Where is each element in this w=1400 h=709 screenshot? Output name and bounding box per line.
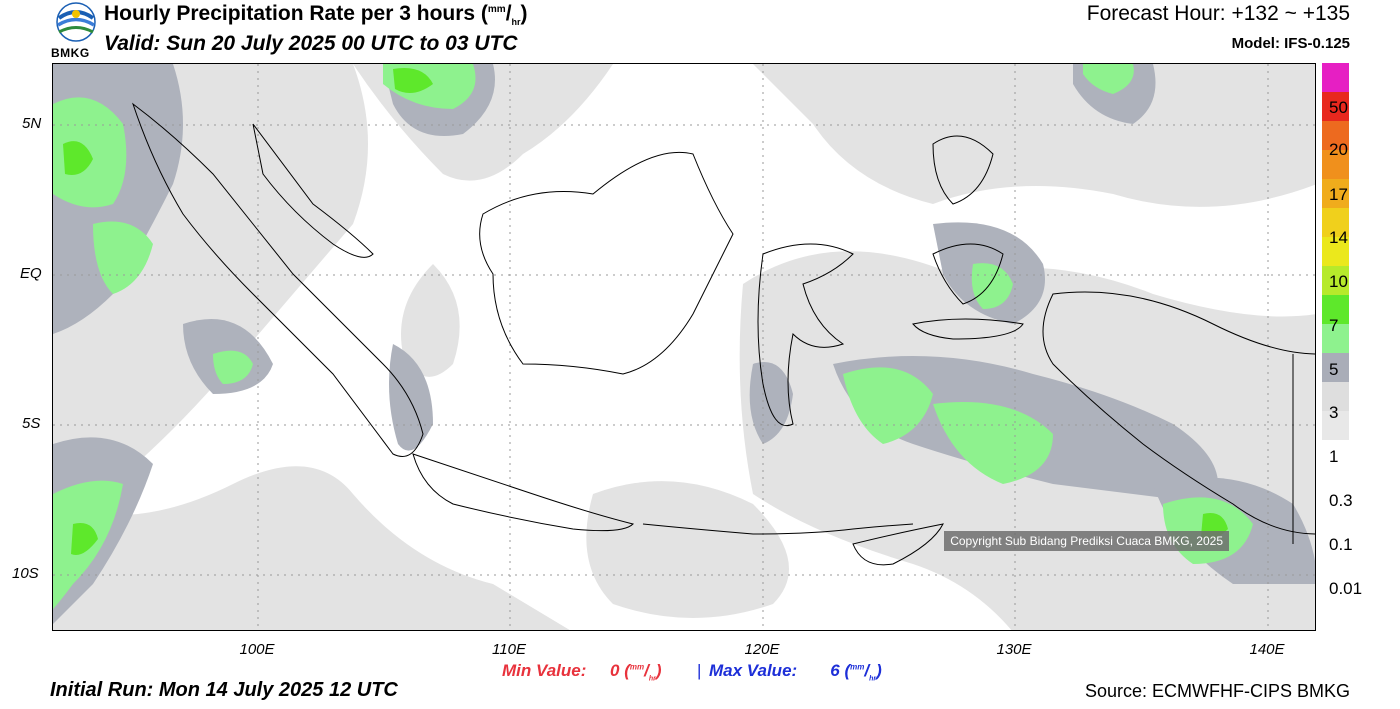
lat-label-5s: 5S <box>22 415 41 432</box>
data-source: Source: ECMWFHF-CIPS BMKG <box>1084 681 1350 701</box>
legend-swatch-0-3 <box>1322 353 1349 382</box>
lon-label-140e: 140E <box>1249 641 1285 658</box>
legend-label-10: 10 <box>1329 272 1348 291</box>
legend-label-0-01: 0.01 <box>1329 579 1363 598</box>
forecast-hour: Forecast Hour: +132 ~ +135 <box>1086 2 1350 25</box>
legend-swatch-5 <box>1322 266 1349 295</box>
stats-separator: | <box>697 661 702 680</box>
legend-label-14: 14 <box>1329 228 1348 247</box>
legend-swatch-3 <box>1322 295 1349 324</box>
lon-label-110e: 110E <box>492 641 526 658</box>
lon-label-130e: 130E <box>996 641 1032 658</box>
legend-swatch-50plus <box>1322 63 1349 92</box>
valid-time: Valid: Sun 20 July 2025 00 UTC to 03 UTC <box>104 32 518 55</box>
initial-run: Initial Run: Mon 14 July 2025 12 UTC <box>50 679 398 701</box>
chart-title: Hourly Precipitation Rate per 3 hours (m… <box>104 2 528 28</box>
lat-label-5n: 5N <box>22 115 42 132</box>
copyright-notice: Copyright Sub Bidang Prediksi Cuaca BMKG… <box>944 531 1229 551</box>
legend-label-0-1: 0.1 <box>1329 535 1353 554</box>
max-value: Max Value: 6 (mm/hr) <box>709 661 882 683</box>
legend-label-20: 20 <box>1329 140 1348 159</box>
legend-swatch-1 <box>1322 324 1349 353</box>
lat-label-10s: 10S <box>12 565 39 582</box>
legend-swatch-20 <box>1322 121 1349 150</box>
legend-label-7: 7 <box>1329 316 1339 335</box>
legend-swatch-0-01 <box>1322 411 1349 440</box>
legend-label-50: 50 <box>1329 98 1348 117</box>
bmkg-logo-text: BMKG <box>51 46 90 60</box>
legend-swatch-7 <box>1322 237 1349 266</box>
lat-label-eq: EQ <box>20 265 42 282</box>
legend-label-17: 17 <box>1329 185 1348 204</box>
legend-swatch-50 <box>1322 92 1349 121</box>
bmkg-logo: BMKG <box>50 2 102 60</box>
legend-label-5: 5 <box>1329 360 1339 379</box>
model-name: Model: IFS-0.125 <box>1231 35 1350 52</box>
bmkg-logo-icon <box>56 2 96 42</box>
legend-swatch-14 <box>1322 179 1349 208</box>
precipitation-map[interactable]: Copyright Sub Bidang Prediksi Cuaca BMKG… <box>52 63 1316 631</box>
legend-swatch-0-1 <box>1322 382 1349 411</box>
legend-colorbar <box>1322 63 1349 440</box>
legend-swatch-10 <box>1322 208 1349 237</box>
legend-swatch-17 <box>1322 150 1349 179</box>
legend-label-3: 3 <box>1329 403 1339 422</box>
lon-label-100e: 100E <box>239 641 275 658</box>
legend-label-0-3: 0.3 <box>1329 491 1353 510</box>
legend-label-1: 1 <box>1329 447 1339 466</box>
min-value: Min Value: 0 (mm/hr) <box>502 661 662 683</box>
lon-label-120e: 120E <box>744 641 780 658</box>
coastlines <box>132 102 1315 566</box>
